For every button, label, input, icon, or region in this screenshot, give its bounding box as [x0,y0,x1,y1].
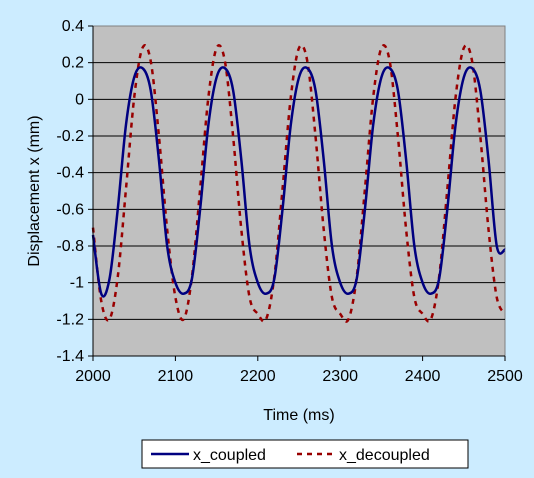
x-tick-label: 2200 [240,368,276,385]
x-tick-label: 2000 [75,368,111,385]
y-axis-title: Displacement x (mm) [26,115,43,266]
y-tick-label: -1.2 [56,311,84,328]
gridlines [93,62,505,320]
series-lines [91,44,507,323]
y-tick-label: -0.2 [56,128,84,145]
y-tick-label: 0.2 [62,55,84,72]
legend-box [141,439,469,469]
legend-label-x-decoupled: x_decoupled [339,447,430,464]
x-axis-ticks: 2000 2100 2200 2300 2400 2500 [75,355,523,385]
x-tick-label: 2400 [405,368,441,385]
x-tick-label: 2300 [322,368,358,385]
y-tick-label: -1 [70,275,84,292]
legend-label-x-coupled: x_coupled [193,447,266,464]
series-line-x-coupled [91,66,507,298]
y-axis-ticks: 0.4 0.2 0 -0.2 -0.4 -0.6 -0.8 -1 -1.2 -1.4 [56,18,94,365]
x-axis-title: Time (ms) [263,407,334,424]
y-tick-label: -0.6 [56,201,84,218]
y-tick-label: -0.8 [56,238,84,255]
y-tick-label: -1.4 [56,348,84,365]
x-tick-label: 2500 [487,368,523,385]
legend: x_coupled x_decoupled [141,439,469,469]
y-tick-label: -0.4 [56,165,84,182]
x-tick-label: 2100 [158,368,194,385]
y-tick-label: 0 [75,91,84,108]
y-tick-label: 0.4 [62,18,84,35]
